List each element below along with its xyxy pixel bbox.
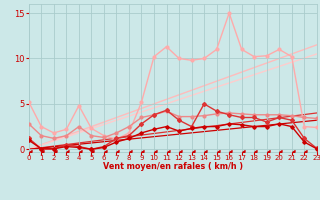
- X-axis label: Vent moyen/en rafales ( km/h ): Vent moyen/en rafales ( km/h ): [103, 162, 243, 171]
